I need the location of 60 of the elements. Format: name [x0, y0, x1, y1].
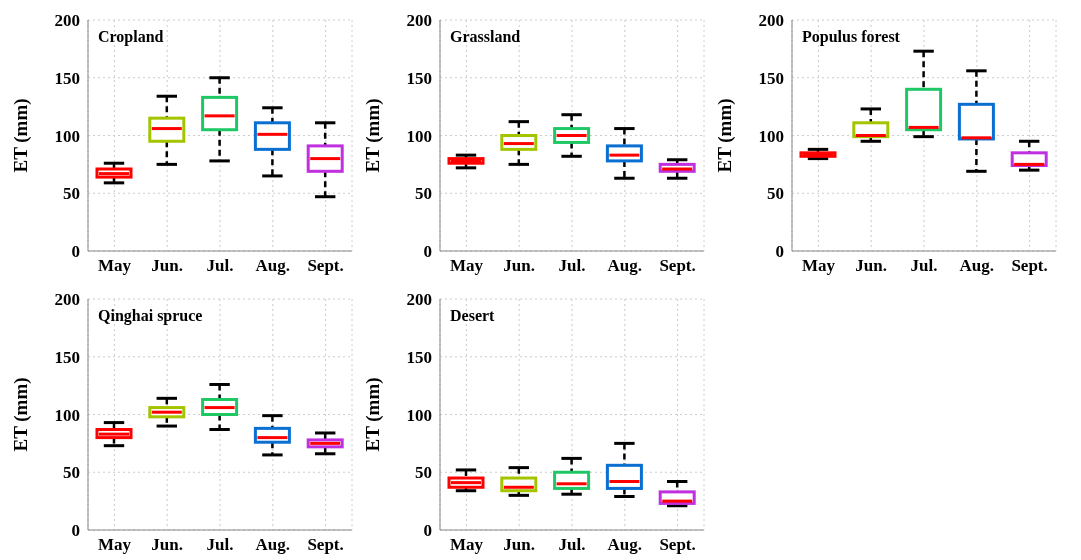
text: Desert — [450, 307, 495, 325]
text: Qinghai spruce — [98, 307, 203, 325]
x-tick-label: Jun. — [503, 535, 536, 555]
y-tick-label: 0 — [423, 242, 432, 262]
x-tick-label: Aug. — [255, 535, 291, 555]
y-tick-label: 200 — [406, 290, 432, 310]
x-tick-label: May — [449, 535, 484, 555]
x-tick-label: Jun. — [151, 256, 184, 276]
x-tick-label: Aug. — [607, 256, 643, 276]
x-tick-label: Aug. — [959, 256, 995, 276]
x-tick-label: May — [449, 256, 484, 276]
x-tick-label: Jul. — [910, 256, 938, 276]
y-tick-label: 0 — [423, 521, 432, 541]
y-tick-label: 50 — [767, 184, 784, 204]
y-tick-label: 150 — [54, 68, 80, 88]
y-tick-label: 150 — [54, 347, 80, 367]
y-tick-label: 100 — [54, 405, 80, 425]
y-axis-title: ET (mm) — [9, 377, 32, 452]
x-tick-label: May — [801, 256, 836, 276]
y-tick-label: 200 — [406, 11, 432, 31]
y-axis-title: ET (mm) — [9, 98, 32, 173]
x-tick-label: May — [97, 256, 132, 276]
y-tick-label: 150 — [406, 347, 432, 367]
y-axis-title: ET (mm) — [713, 98, 736, 173]
text: Grassland — [450, 28, 521, 46]
y-tick-label: 50 — [415, 463, 432, 483]
x-tick-label: Sept. — [659, 256, 696, 276]
y-tick-label: 100 — [406, 405, 432, 425]
y-tick-label: 200 — [758, 11, 784, 31]
y-axis-title: ET (mm) — [361, 377, 384, 452]
x-tick-label: Sept. — [1011, 256, 1048, 276]
x-tick-label: Jul. — [206, 256, 234, 276]
y-tick-label: 100 — [406, 126, 432, 146]
y-tick-label: 0 — [71, 521, 80, 541]
y-tick-label: 100 — [758, 126, 784, 146]
x-tick-label: Jun. — [503, 256, 536, 276]
y-tick-label: 150 — [758, 68, 784, 88]
x-tick-label: Aug. — [607, 535, 643, 555]
x-tick-label: Sept. — [307, 256, 344, 276]
x-tick-label: Jul. — [206, 535, 234, 555]
y-tick-label: 50 — [415, 184, 432, 204]
text: Populus forest — [802, 28, 900, 46]
x-tick-label: Jun. — [855, 256, 888, 276]
x-tick-label: May — [97, 535, 132, 555]
y-tick-label: 150 — [406, 68, 432, 88]
x-tick-label: Jul. — [558, 256, 586, 276]
y-tick-label: 0 — [775, 242, 784, 262]
text: Cropland — [98, 28, 164, 46]
y-tick-label: 200 — [54, 11, 80, 31]
x-tick-label: Jun. — [151, 535, 184, 555]
y-tick-label: 200 — [54, 290, 80, 310]
x-tick-label: Jul. — [558, 535, 586, 555]
x-tick-label: Sept. — [307, 535, 344, 555]
y-tick-label: 100 — [54, 126, 80, 146]
y-tick-label: 50 — [63, 463, 80, 483]
y-axis-title: ET (mm) — [361, 98, 384, 173]
x-tick-label: Aug. — [255, 256, 291, 276]
y-tick-label: 0 — [71, 242, 80, 262]
x-tick-label: Sept. — [659, 535, 696, 555]
y-tick-label: 50 — [63, 184, 80, 204]
